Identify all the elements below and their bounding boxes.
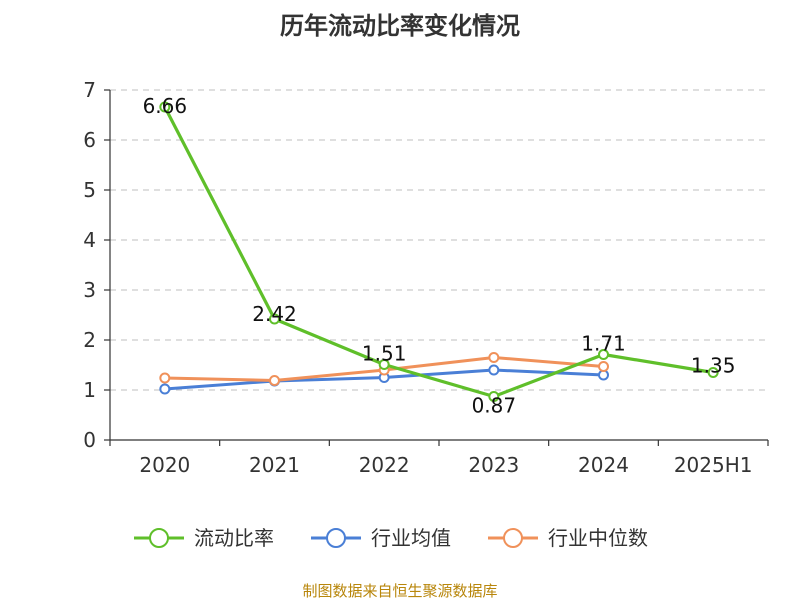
data-point xyxy=(159,383,171,395)
data-point xyxy=(488,391,500,402)
axes: 0 1 2 3 4 5 6 7 2020 2021 2022 2023 2024 2025H1 xyxy=(83,78,769,477)
legend-label: 流动比率 xyxy=(194,526,274,550)
legend-label: 行业均值 xyxy=(371,526,451,550)
data-point xyxy=(488,364,500,376)
source-note: 制图数据来自恒生聚源数据库 xyxy=(302,582,497,600)
data-point xyxy=(707,367,719,378)
x-tick-label: 2020 xyxy=(139,453,190,477)
data-point xyxy=(269,313,280,325)
data-point xyxy=(159,372,171,384)
y-tick-label: 4 xyxy=(83,228,96,252)
x-tick-label: 2022 xyxy=(359,453,410,477)
legend-marker xyxy=(503,528,523,548)
data-label: 2.42 xyxy=(252,302,297,326)
grid-lines xyxy=(110,89,768,391)
data-label: 1.51 xyxy=(362,342,407,366)
y-tick-label: 1 xyxy=(83,378,96,402)
chart-title: 历年流动比率变化情况 xyxy=(280,12,520,40)
data-point xyxy=(378,359,390,370)
data-point xyxy=(159,101,171,113)
legend-label: 行业中位数 xyxy=(548,526,648,550)
x-tick-label: 2024 xyxy=(578,453,629,477)
data-labels: 6.66 2.42 1.51 0.87 1.71 1.35 xyxy=(143,94,736,418)
data-point xyxy=(488,352,500,363)
legend-marker xyxy=(149,528,169,548)
legend: 流动比率 行业均值 行业中位数 xyxy=(134,526,648,550)
data-point xyxy=(598,349,609,360)
x-tick-label: 2023 xyxy=(468,453,519,477)
y-tick-label: 0 xyxy=(83,428,96,452)
series-line xyxy=(163,106,714,399)
y-tick-label: 3 xyxy=(83,278,96,302)
y-tick-label: 6 xyxy=(83,128,96,152)
y-tick-label: 5 xyxy=(83,178,96,202)
y-tick-label: 2 xyxy=(83,328,96,352)
y-tick-label: 7 xyxy=(83,78,96,102)
x-tick-label: 2025H1 xyxy=(674,453,753,477)
x-tick-label: 2021 xyxy=(249,453,300,477)
data-label: 1.71 xyxy=(581,332,626,356)
series-layer xyxy=(159,101,719,402)
data-point xyxy=(269,375,280,386)
data-point xyxy=(598,361,609,372)
legend-marker xyxy=(326,528,346,548)
data-label: 1.35 xyxy=(691,354,736,378)
data-label: 0.87 xyxy=(472,394,517,418)
data-label: 6.66 xyxy=(143,94,188,118)
